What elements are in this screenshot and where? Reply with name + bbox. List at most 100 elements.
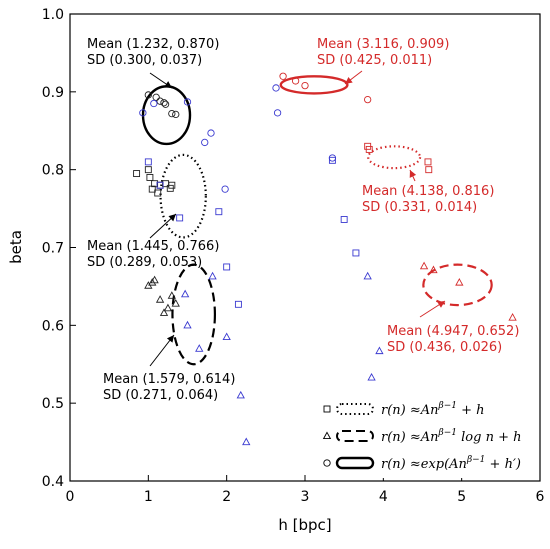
data-point-circle (183, 98, 192, 106)
data-point-triangle (163, 303, 173, 312)
data-point-circle (279, 72, 287, 80)
data-point-triangle (363, 271, 372, 280)
y-tick-label: 0.5 (42, 396, 64, 412)
data-point-triangle (508, 313, 517, 321)
data-point-triangle (195, 344, 204, 352)
data-point-circle (139, 109, 147, 117)
data-point-circle (156, 97, 164, 105)
annotation-mean: Mean (4.138, 0.816) (362, 184, 494, 199)
legend-line-dotted (336, 403, 374, 415)
data-point-triangle (208, 271, 217, 280)
data-point-square (133, 170, 141, 178)
sd-ellipse-dotted (367, 145, 422, 170)
annotation-mean: Mean (1.445, 0.766) (87, 239, 219, 254)
sd-ellipse-solid (141, 85, 192, 146)
sd-ellipse-dashed (171, 263, 217, 366)
data-point-triangle (155, 295, 165, 303)
x-axis-label: h [bpc] (278, 516, 331, 534)
leader-layer (149, 70, 446, 367)
x-tick-label: 0 (66, 489, 75, 505)
data-point-square (156, 181, 164, 189)
data-point-triangle (455, 277, 464, 286)
data-point-circle (291, 77, 300, 85)
data-point-square (223, 263, 231, 271)
x-tick-label: 4 (379, 489, 388, 505)
data-point-triangle (367, 372, 376, 381)
annotation-sd: SD (0.271, 0.064) (103, 388, 218, 403)
annotation-mean: Mean (1.232, 0.870) (87, 37, 219, 52)
x-tick-label: 6 (536, 489, 545, 505)
data-point-circle (201, 138, 209, 147)
annotation-sd: SD (0.425, 0.011) (317, 53, 432, 68)
y-tick-label: 0.4 (42, 474, 64, 490)
annotation-sd: SD (0.331, 0.014) (362, 200, 477, 215)
annotation-sd: SD (0.289, 0.053) (87, 255, 202, 270)
data-point-square (168, 181, 176, 189)
data-point-triangle (180, 289, 190, 298)
annotation-arrow-head (345, 76, 353, 84)
data-point-square (340, 216, 348, 223)
sd-ellipse-dotted (159, 153, 207, 239)
data-point-square (234, 300, 242, 308)
data-point-circle (150, 99, 158, 108)
data-point-square (144, 158, 152, 166)
data-point-square (425, 166, 433, 174)
annotation-sd: SD (0.300, 0.037) (87, 53, 202, 68)
legend-label: r(n) ≈Anβ−1 + h (381, 401, 485, 418)
annotation-mean: Mean (3.116, 0.909) (317, 37, 449, 52)
data-point-circle (364, 95, 372, 104)
data-point-triangle (322, 431, 332, 440)
annotation-arrow-head (437, 301, 445, 308)
legend-box (314, 392, 538, 478)
data-point-square (365, 145, 373, 153)
point-layer (133, 72, 517, 446)
y-tick-label: 0.9 (42, 85, 64, 101)
data-point-circle (221, 185, 229, 193)
x-tick-label: 1 (144, 489, 153, 505)
y-tick-label: 0.6 (42, 318, 64, 334)
data-point-triangle (419, 261, 429, 270)
data-point-triangle (375, 346, 384, 355)
data-point-circle (328, 154, 337, 162)
data-point-circle (301, 81, 309, 90)
data-point-square (328, 156, 336, 164)
annotation-mean: Mean (4.947, 0.652) (387, 324, 519, 339)
data-point-square (352, 249, 360, 257)
data-point-triangle (242, 437, 251, 446)
y-tick-label: 0.7 (42, 241, 64, 257)
data-point-circle (273, 109, 282, 117)
data-point-circle (160, 99, 168, 107)
data-point-triangle (159, 308, 169, 316)
data-point-triangle (148, 277, 157, 286)
data-point-circle (207, 129, 215, 137)
annotation-arrow-head (409, 170, 417, 178)
data-point-square (323, 405, 331, 413)
x-tick-label: 2 (222, 489, 231, 505)
annotation-arrow-head (168, 214, 176, 222)
data-point-square (144, 166, 152, 174)
data-point-square (154, 189, 162, 197)
data-point-circle (152, 93, 160, 101)
data-point-triangle (429, 265, 438, 274)
data-point-circle (172, 110, 180, 119)
legend-line-solid (335, 456, 375, 470)
legend: r(n) ≈Anβ−1 + h r(n) ≈Anβ−1 log n + h r(n)… (314, 392, 538, 478)
data-point-triangle (171, 299, 180, 307)
data-point-square (148, 185, 156, 193)
data-point-square (215, 208, 223, 216)
axes-layer: 0 1 2 3 4 5 6 0.4 0.5 0.6 0.7 0.8 0.9 1.0 (42, 7, 545, 505)
y-axis-label: beta (7, 230, 25, 264)
data-point-circle (144, 91, 152, 99)
legend-line-dashed (336, 430, 374, 442)
data-point-circle (323, 459, 331, 467)
data-point-triangle (150, 275, 159, 284)
legend-label: r(n) ≈Anβ−1 log n + h (381, 428, 522, 445)
data-point-square (176, 214, 184, 222)
annotation-arrow-head (164, 81, 172, 88)
annotation-mean: Mean (1.579, 0.614) (103, 372, 235, 387)
data-point-triangle (222, 332, 231, 341)
x-tick-label: 5 (457, 489, 466, 505)
data-point-triangle (183, 320, 192, 329)
data-point-circle (272, 84, 280, 92)
